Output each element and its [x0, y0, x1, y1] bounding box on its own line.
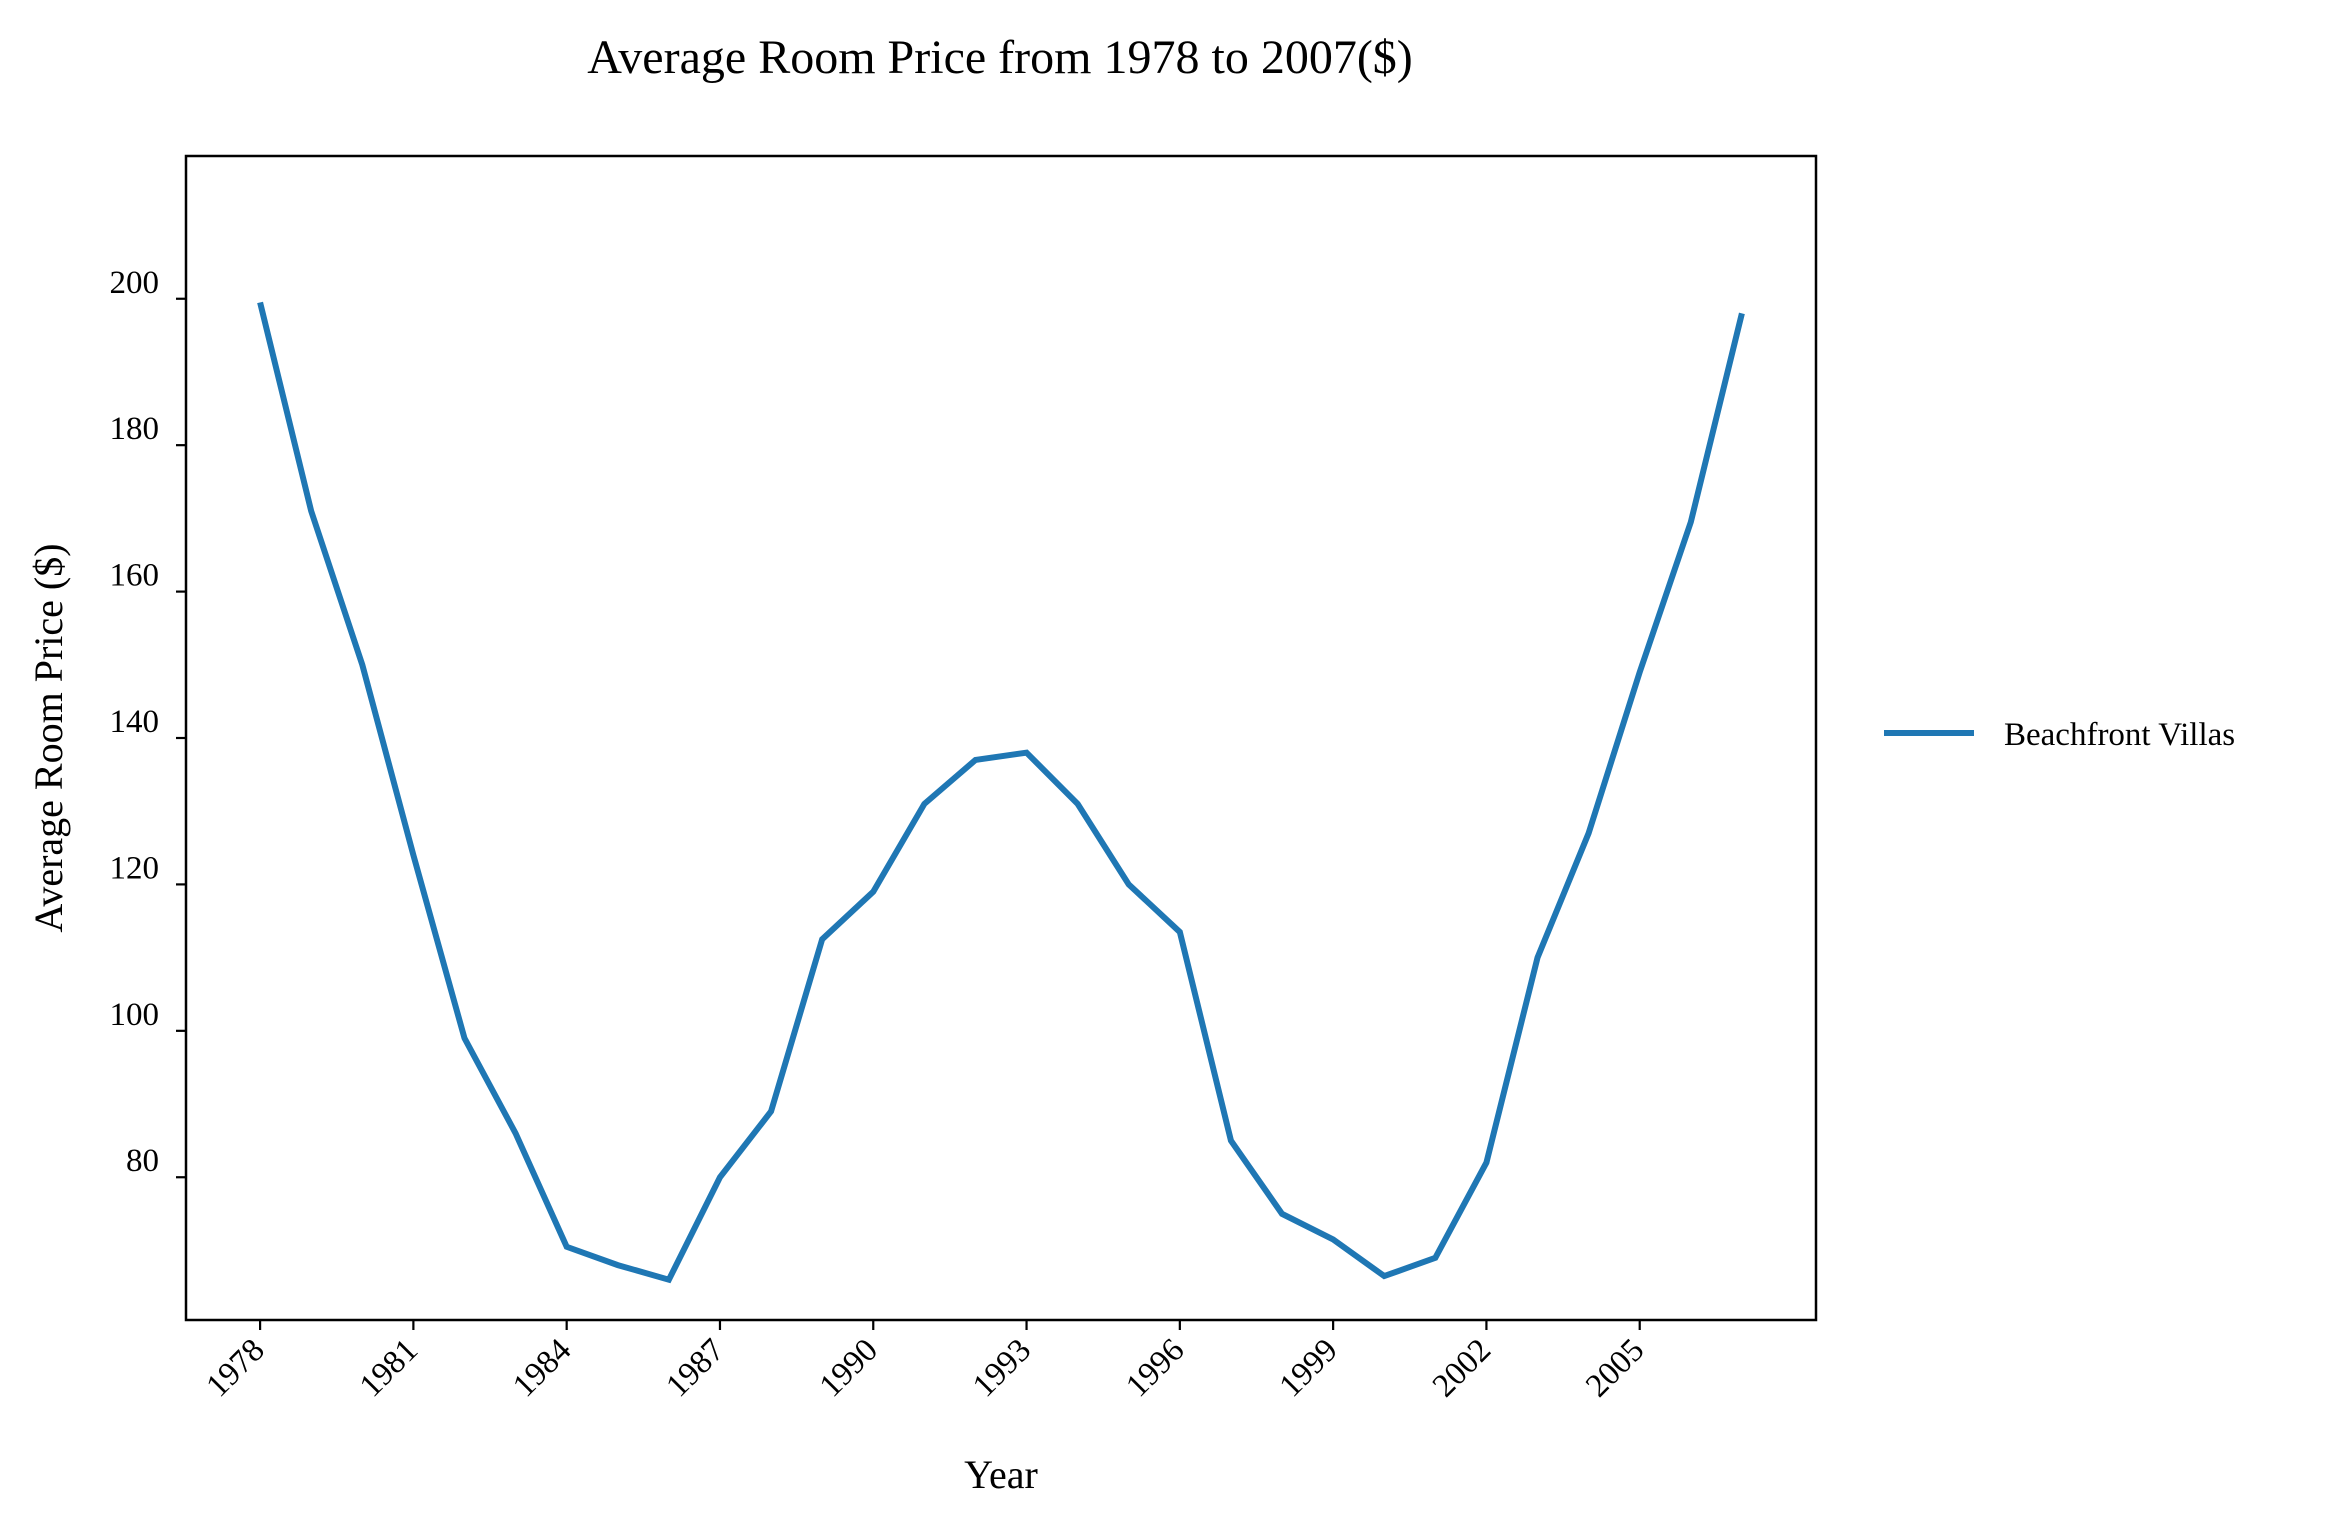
x-tick-label: 1984: [506, 1332, 578, 1404]
y-tick-label: 160: [110, 558, 160, 594]
data-point: [1483, 1160, 1489, 1166]
data-point: [1330, 1236, 1336, 1242]
plot-frame: [184, 154, 1818, 1322]
data-point: [819, 936, 825, 942]
data-point: [1586, 830, 1592, 836]
data-point: [717, 1174, 723, 1180]
data-point: [666, 1277, 672, 1283]
legend: Beachfront Villas: [1884, 717, 2235, 753]
data-point: [359, 662, 365, 668]
x-tick-label: 1996: [1119, 1332, 1191, 1404]
data-point: [1381, 1273, 1387, 1279]
y-tick-label: 80: [126, 1143, 159, 1179]
data-point: [972, 757, 978, 763]
data-point: [870, 889, 876, 895]
x-tick-label: 1987: [659, 1332, 731, 1404]
data-point: [768, 1108, 774, 1114]
data-point: [410, 852, 416, 858]
data-point: [1177, 929, 1183, 935]
y-axis-ticks: 80 100 120 140 160 180 200: [110, 265, 186, 1179]
data-point: [1075, 801, 1081, 807]
data-point: [1279, 1211, 1285, 1217]
data-point: [1739, 310, 1745, 316]
y-tick-label: 120: [110, 850, 160, 886]
data-point: [1228, 1138, 1234, 1144]
x-tick-label: 2005: [1579, 1332, 1651, 1404]
data-point: [308, 508, 314, 514]
legend-label-beachfront-villas: Beachfront Villas: [2004, 717, 2235, 753]
y-tick-label: 100: [110, 997, 160, 1033]
y-tick-label: 180: [110, 411, 160, 447]
x-axis-ticks: 1978 1981 1984 1987 1990 1993 1996 1999 2002 2005: [200, 1320, 1651, 1404]
data-point: [1024, 750, 1030, 756]
data-point: [564, 1244, 570, 1250]
x-tick-label: 1999: [1273, 1332, 1345, 1404]
x-axis-label: Year: [964, 1452, 1038, 1497]
data-point: [1688, 519, 1694, 525]
data-point: [1432, 1255, 1438, 1261]
plot-area: 1978 1981 1984 1987 1990 1993 1996 1999 2002 2005…: [110, 154, 1818, 1404]
y-tick-label: 200: [110, 265, 160, 301]
data-point: [921, 801, 927, 807]
x-tick-label: 1981: [353, 1332, 425, 1404]
x-tick-label: 1993: [966, 1332, 1038, 1404]
y-tick-label: 140: [110, 704, 160, 740]
data-point: [513, 1130, 519, 1136]
series-line-0: [257, 301, 1745, 1284]
data-point: [615, 1262, 621, 1268]
x-tick-label: 1978: [200, 1332, 272, 1404]
x-tick-label: 1990: [813, 1332, 885, 1404]
data-point: [461, 1035, 467, 1041]
series-layer: [257, 299, 1745, 1284]
chart-title: Average Room Price from 1978 to 2007($): [587, 31, 1413, 84]
data-point: [257, 299, 263, 305]
data-point: [1126, 881, 1132, 887]
y-axis-label: Average Room Price ($): [26, 543, 71, 932]
x-tick-label: 2002: [1426, 1332, 1498, 1404]
data-point: [1535, 955, 1541, 961]
data-point: [1637, 669, 1643, 675]
